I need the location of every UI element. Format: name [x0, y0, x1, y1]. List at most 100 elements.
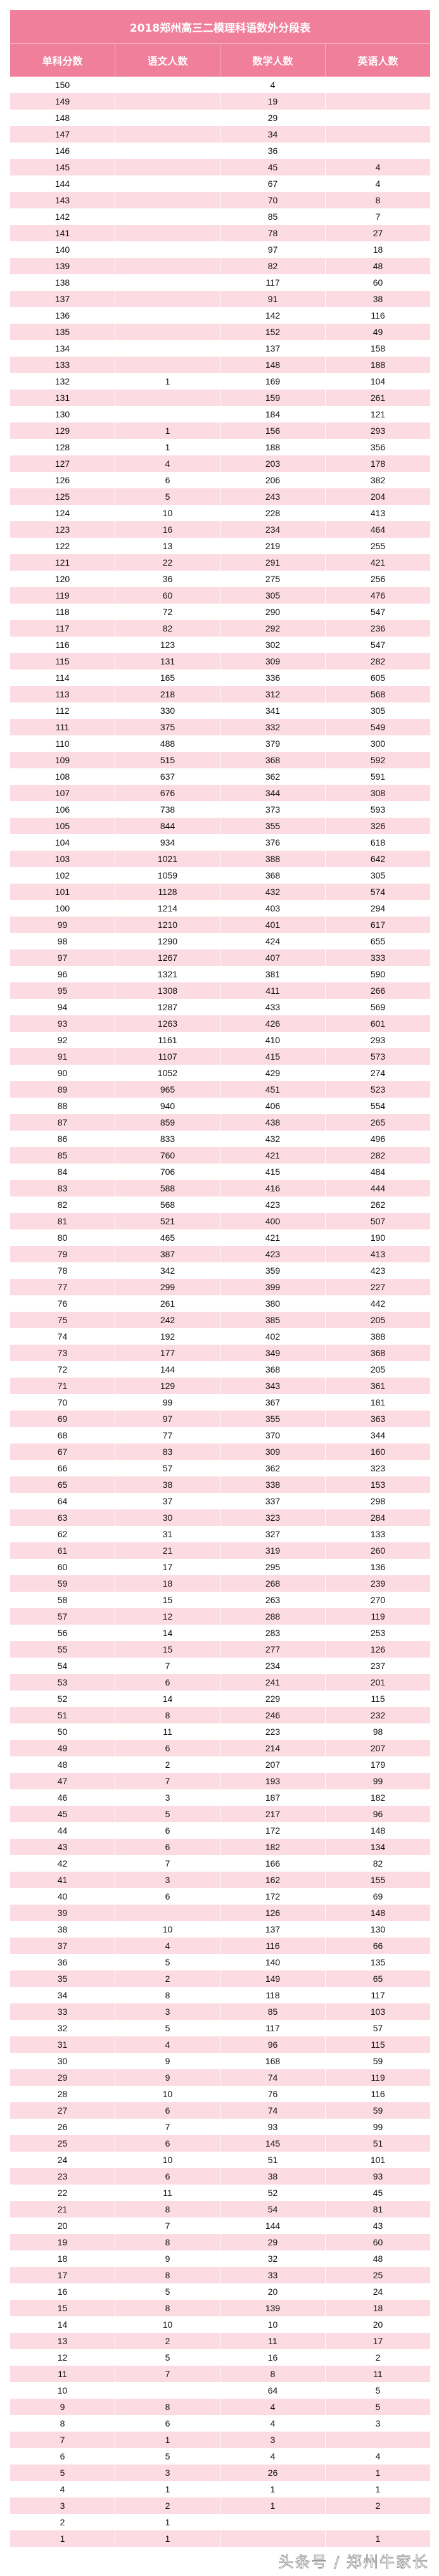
- cell-chinese: 387: [115, 1246, 220, 1262]
- cell-chinese: [115, 192, 220, 208]
- cell-math: 20: [220, 2283, 325, 2300]
- cell-score: 61: [57, 1545, 68, 1556]
- cell-chinese: 5: [115, 2283, 220, 2300]
- table-row: 71 129 343 361: [10, 1378, 430, 1394]
- table-row: 145 45 4: [10, 159, 430, 175]
- cell-math: 137: [220, 1921, 325, 1938]
- table-row: 94 1287 433 569: [10, 999, 430, 1015]
- cell-score: 145: [54, 162, 70, 172]
- table-row: 22 11 52 45: [10, 2185, 430, 2201]
- cell-score: 106: [54, 804, 70, 815]
- cell-math: 4: [220, 2448, 325, 2465]
- table-row: 12 5 16 2: [10, 2349, 430, 2366]
- cell-score: 83: [57, 1183, 68, 1193]
- cell-english: 101: [325, 2152, 430, 2168]
- cell-math: 206: [220, 472, 325, 488]
- cell-english: 1: [325, 2530, 430, 2547]
- cell-chinese: 1: [115, 422, 220, 439]
- cell-score: 16: [57, 2287, 68, 2297]
- cell-score: 22: [57, 2188, 68, 2198]
- table-row: 44 6 172 148: [10, 1822, 430, 1839]
- cell-math: 91: [220, 291, 325, 307]
- table-row: 134 137 158: [10, 340, 430, 357]
- cell-chinese: 10: [115, 2086, 220, 2102]
- cell-score: 84: [57, 1167, 68, 1177]
- table-row: 17 8 33 25: [10, 2267, 430, 2283]
- cell-math: 355: [220, 1411, 325, 1427]
- table-row: 126 6 206 382: [10, 472, 430, 488]
- cell-chinese: 21: [115, 1542, 220, 1559]
- cell-score: 123: [54, 524, 70, 535]
- cell-math: 263: [220, 1592, 325, 1608]
- table-row: 123 16 234 464: [10, 521, 430, 538]
- cell-chinese: 30: [115, 1509, 220, 1526]
- table-row: 122 13 219 255: [10, 538, 430, 554]
- cell-english: 57: [325, 2020, 430, 2036]
- cell-english: 115: [325, 1691, 430, 1707]
- cell-english: 282: [325, 653, 430, 669]
- cell-english: 4: [325, 175, 430, 192]
- cell-chinese: [115, 340, 220, 357]
- table-row: 99 1210 401 617: [10, 917, 430, 933]
- table-row: 127 4 203 178: [10, 455, 430, 472]
- cell-chinese: 844: [115, 818, 220, 834]
- cell-math: [220, 2530, 325, 2547]
- cell-english: 444: [325, 1180, 430, 1196]
- cell-score: 65: [57, 1480, 68, 1490]
- cell-chinese: 218: [115, 686, 220, 702]
- cell-math: 38: [220, 2168, 325, 2185]
- table-row: 53 6 241 201: [10, 1674, 430, 1691]
- cell-score: 97: [57, 953, 68, 963]
- cell-english: 356: [325, 439, 430, 455]
- cell-english: 236: [325, 620, 430, 637]
- table-row: 5 3 26 1: [10, 2465, 430, 2481]
- table-row: 1 1 1: [10, 2530, 430, 2547]
- cell-score: 138: [54, 277, 70, 288]
- cell-english: 65: [325, 1970, 430, 1987]
- cell-chinese: 299: [115, 1279, 220, 1295]
- cell-chinese: 9: [115, 2250, 220, 2267]
- table-row: 45 5 217 96: [10, 1806, 430, 1822]
- cell-english: 326: [325, 818, 430, 834]
- cell-math: 139: [220, 2300, 325, 2316]
- cell-math: 243: [220, 488, 325, 505]
- table-row: 79 387 423 413: [10, 1246, 430, 1262]
- cell-chinese: 2: [115, 2497, 220, 2514]
- cell-english: 188: [325, 357, 430, 373]
- cell-math: 96: [220, 2036, 325, 2053]
- cell-english: 388: [325, 1328, 430, 1345]
- cell-score: 25: [57, 2138, 68, 2148]
- cell-math: 373: [220, 801, 325, 818]
- cell-score: 57: [57, 1611, 68, 1621]
- cell-chinese: 330: [115, 702, 220, 719]
- cell-english: 237: [325, 1658, 430, 1674]
- cell-english: 60: [325, 274, 430, 291]
- cell-score: 12: [57, 2352, 68, 2363]
- cell-score: 20: [57, 2221, 68, 2231]
- cell-english: 655: [325, 933, 430, 949]
- cell-english: 256: [325, 571, 430, 587]
- table-row: 116 123 302 547: [10, 637, 430, 653]
- cell-math: 415: [220, 1164, 325, 1180]
- cell-english: 130: [325, 1921, 430, 1938]
- cell-score: 55: [57, 1644, 68, 1654]
- cell-chinese: 1210: [115, 917, 220, 933]
- cell-chinese: 7: [115, 1773, 220, 1789]
- cell-chinese: 13: [115, 538, 220, 554]
- cell-english: 282: [325, 1147, 430, 1164]
- cell-chinese: 6: [115, 1740, 220, 1756]
- table-row: 137 91 38: [10, 291, 430, 307]
- cell-chinese: 8: [115, 2300, 220, 2316]
- cell-english: 5: [325, 2399, 430, 2415]
- cell-math: 399: [220, 1279, 325, 1295]
- cell-english: 190: [325, 1229, 430, 1246]
- cell-math: 117: [220, 274, 325, 291]
- cell-english: 49: [325, 324, 430, 340]
- cell-english: 476: [325, 587, 430, 604]
- table-row: 150 4: [10, 77, 430, 93]
- cell-score: 114: [55, 673, 70, 683]
- cell-english: 1: [325, 2465, 430, 2481]
- table-row: 23 6 38 93: [10, 2168, 430, 2185]
- cell-math: 3: [220, 2432, 325, 2448]
- table-row: 41 3 162 155: [10, 1872, 430, 1888]
